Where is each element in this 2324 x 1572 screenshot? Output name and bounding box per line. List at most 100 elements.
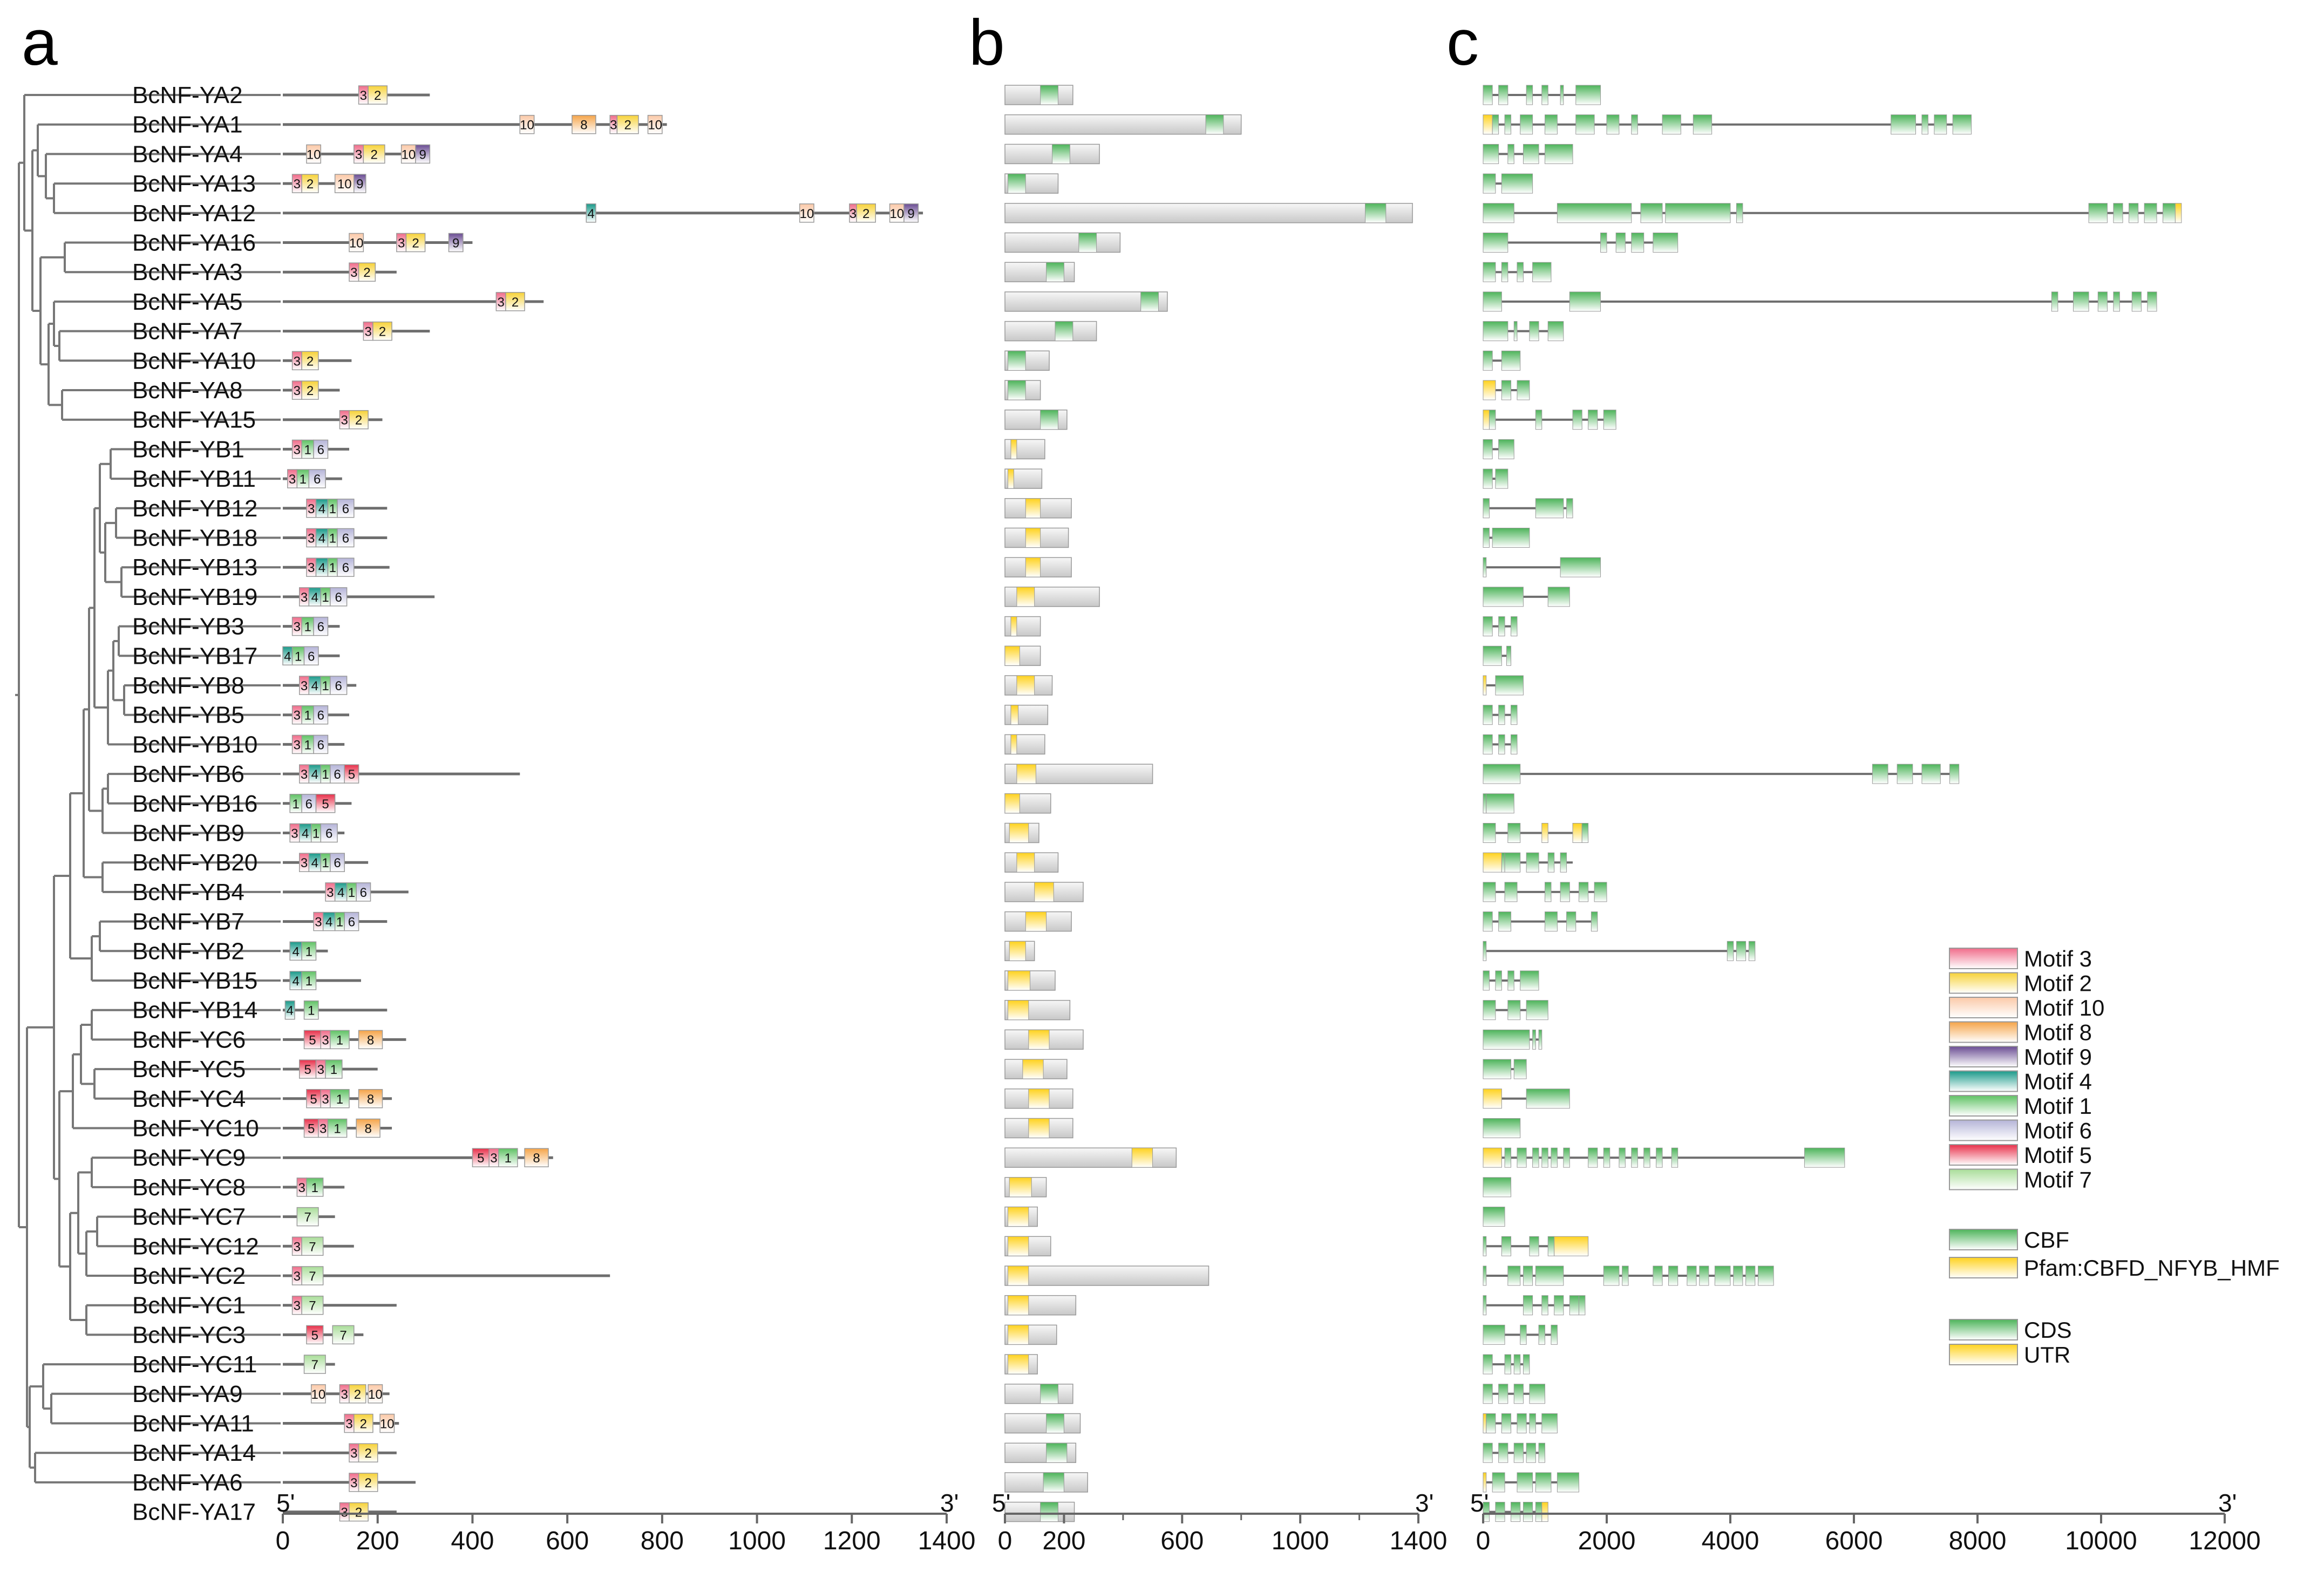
motif-box — [303, 1355, 326, 1374]
exon-block — [1517, 1413, 1527, 1433]
motif-box — [358, 1443, 378, 1462]
exon-block — [1483, 1236, 1487, 1256]
domain-box — [1016, 764, 1036, 784]
motif-label: 3 — [294, 709, 301, 723]
motif-label: 1 — [300, 472, 307, 487]
domain-box — [1140, 291, 1159, 312]
exon-block — [1736, 941, 1747, 961]
motif-box — [306, 1089, 322, 1108]
domain-box — [1007, 468, 1014, 489]
exon-block — [1949, 764, 1960, 784]
legend-label: Motif 8 — [2024, 1020, 2092, 1045]
exon-block — [1547, 1236, 1555, 1256]
exon-block — [1640, 203, 1663, 223]
five-prime-label: 5' — [992, 1489, 1010, 1517]
legend-swatch — [1949, 1046, 2018, 1067]
gene-name: BcNF-YA11 — [132, 1411, 254, 1437]
exon-block — [1483, 970, 1490, 991]
exon-block — [1594, 882, 1607, 902]
domain-box — [1007, 1236, 1029, 1256]
protein-bar — [1004, 114, 1242, 135]
gene-row: BcNF-YC1 3 7 — [132, 1292, 1586, 1319]
gene-row: BcNF-YA14 3 2 — [132, 1440, 1546, 1466]
domain-box — [1007, 380, 1026, 400]
gene-row: BcNF-YB13 3 4 1 6 — [132, 554, 1601, 581]
motif-label: 2 — [360, 1417, 367, 1432]
gene-name: BcNF-YB8 — [132, 672, 244, 699]
gene-name: BcNF-YB18 — [132, 525, 257, 552]
legend-swatch — [1949, 1257, 2018, 1278]
exon-block — [1532, 1147, 1539, 1168]
legend-swatch — [1949, 1344, 2018, 1365]
gene-name: BcNF-YB19 — [132, 584, 257, 610]
exon-block — [1511, 734, 1518, 754]
motif-box — [313, 734, 329, 754]
legend-label: Motif 9 — [2024, 1044, 2092, 1070]
motif-label: 3 — [301, 856, 308, 870]
legend-label: Motif 10 — [2024, 995, 2104, 1020]
exon-block — [1513, 1354, 1521, 1374]
gene-name: BcNF-YB20 — [132, 849, 257, 876]
axis-c-tick-label: 6000 — [1825, 1527, 1883, 1555]
motif-label: 6 — [325, 827, 332, 841]
motif-label: 2 — [364, 1446, 371, 1461]
domain-box — [1028, 1118, 1050, 1138]
gene-row: BcNF-YA3 3 2 — [132, 259, 1552, 285]
motif-label: 5 — [322, 797, 329, 812]
exon-block — [1535, 498, 1564, 519]
exon-block — [1523, 1354, 1530, 1374]
exon-block — [1507, 1000, 1521, 1020]
motif-box — [472, 1148, 490, 1167]
gene-row: BcNF-YB9 3 4 1 6 — [132, 820, 1589, 847]
axis-c-tick-label: 2000 — [1578, 1527, 1636, 1555]
motif-box — [308, 469, 326, 488]
exon-block — [1483, 173, 1496, 194]
motif-label: 2 — [307, 384, 314, 398]
domain-box — [1022, 1059, 1044, 1079]
exon-block — [1483, 645, 1502, 666]
protein-bar — [1004, 1501, 1075, 1522]
exon-block — [1872, 764, 1888, 784]
exon-block — [1541, 85, 1548, 105]
domain-box — [1010, 439, 1017, 459]
exon-block — [1483, 882, 1496, 902]
panel-label-c: c — [1446, 6, 1479, 79]
utr-block — [1483, 380, 1496, 400]
motif-box — [358, 1089, 383, 1108]
gene-name: BcNF-YB4 — [132, 879, 244, 906]
motif-label: 1 — [312, 827, 320, 841]
motif-box — [334, 174, 355, 193]
domain-box — [1016, 675, 1035, 696]
domain-box — [1009, 1177, 1032, 1197]
exon-block — [1758, 1265, 1774, 1286]
motif-label: 2 — [862, 207, 869, 221]
domain-box — [1010, 616, 1017, 637]
exon-block — [1535, 1472, 1552, 1493]
exon-block — [2097, 291, 2108, 312]
exon-block — [1545, 114, 1558, 135]
motif-label: 4 — [292, 974, 299, 989]
motif-box — [647, 114, 663, 134]
exon-block — [1483, 1118, 1521, 1138]
motif-label: 7 — [339, 1328, 346, 1343]
exon-block — [1486, 793, 1514, 814]
exon-block — [1588, 410, 1598, 430]
motif-box — [616, 114, 639, 134]
motif-box — [301, 794, 317, 813]
motif-label: 8 — [367, 1092, 374, 1107]
gene-name: BcNF-YA15 — [132, 407, 256, 433]
motif-label: 4 — [292, 944, 299, 959]
gene-name: BcNF-YA3 — [132, 259, 243, 285]
legend-label: Motif 3 — [2024, 946, 2092, 971]
exon-block — [1535, 410, 1542, 430]
exon-block — [1483, 1442, 1493, 1463]
motif-label: 6 — [317, 738, 324, 752]
exon-block — [1557, 203, 1632, 223]
gene-row: BcNF-YA7 3 2 — [132, 318, 1564, 345]
domain-box — [1040, 410, 1058, 430]
motif-label: 7 — [309, 1240, 316, 1254]
gene-name: BcNF-YC12 — [132, 1233, 259, 1260]
gene-row: BcNF-YA5 3 2 — [132, 289, 2157, 315]
motif-box — [301, 351, 319, 371]
exon-block — [1483, 528, 1490, 548]
